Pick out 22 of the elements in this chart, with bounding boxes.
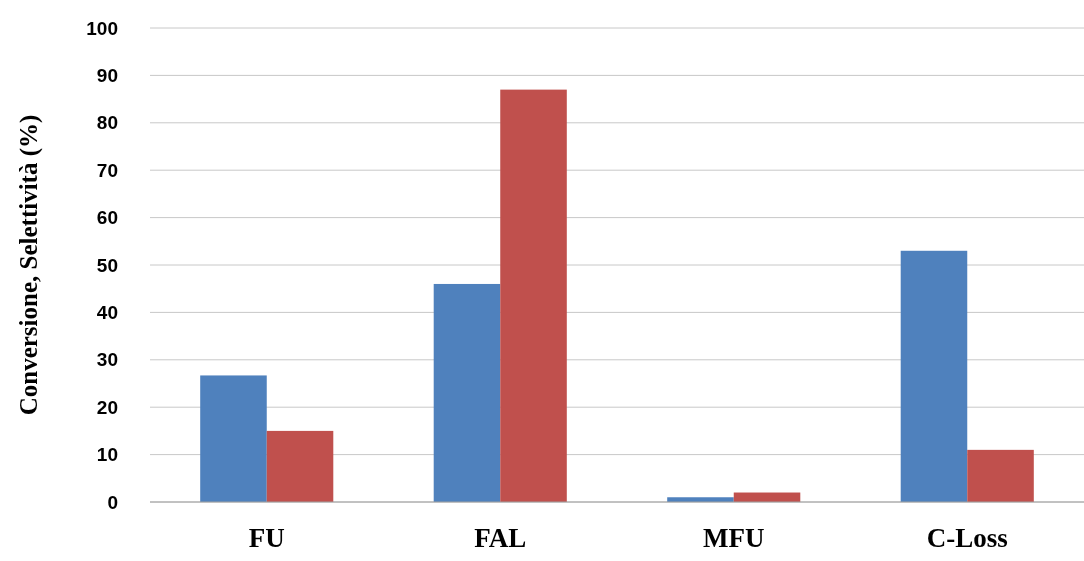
- x-tick-label: FU: [248, 523, 285, 553]
- bar: [200, 375, 267, 502]
- y-tick-label: 40: [96, 302, 118, 324]
- y-tick-label: 20: [96, 396, 118, 418]
- y-tick-label: 30: [96, 349, 118, 371]
- y-tick-label: 90: [96, 65, 118, 87]
- bar: [900, 250, 968, 502]
- y-tick-label: 100: [86, 17, 118, 39]
- bar: [967, 449, 1034, 502]
- bar: [500, 89, 567, 502]
- x-tick-label: MFU: [703, 523, 765, 553]
- y-tick-label: 80: [96, 112, 118, 134]
- y-tick-label: 0: [107, 491, 118, 513]
- y-tick-label: 10: [96, 444, 118, 466]
- bar: [266, 430, 334, 502]
- y-tick-label: 70: [96, 159, 118, 181]
- x-tick-label: FAL: [474, 523, 527, 553]
- y-tick-label: 60: [96, 207, 118, 229]
- y-axis-title: Conversione, Selettività (%): [15, 114, 43, 416]
- bar: [433, 283, 501, 502]
- x-tick-label: C-Loss: [926, 523, 1008, 553]
- y-tick-label: 50: [96, 254, 118, 276]
